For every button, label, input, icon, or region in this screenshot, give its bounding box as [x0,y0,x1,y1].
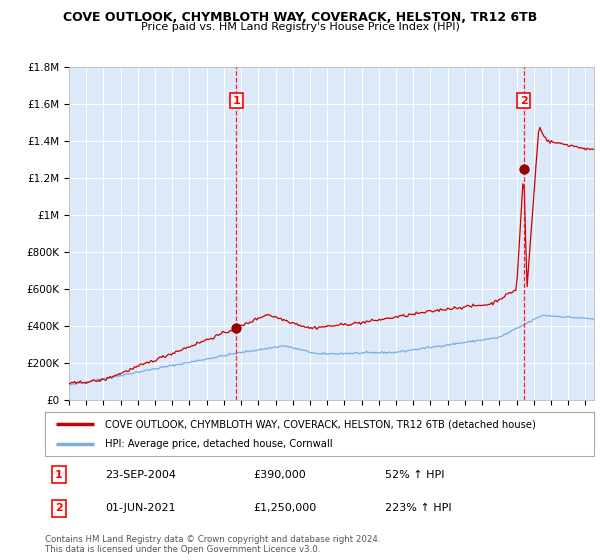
Text: 01-JUN-2021: 01-JUN-2021 [106,503,176,513]
Point [232,324,241,333]
Text: 2: 2 [55,503,62,513]
Text: 52% ↑ HPI: 52% ↑ HPI [385,470,445,479]
Text: 223% ↑ HPI: 223% ↑ HPI [385,503,452,513]
Text: £1,250,000: £1,250,000 [254,503,317,513]
Text: Price paid vs. HM Land Registry's House Price Index (HPI): Price paid vs. HM Land Registry's House … [140,22,460,32]
Text: COVE OUTLOOK, CHYMBLOTH WAY, COVERACK, HELSTON, TR12 6TB: COVE OUTLOOK, CHYMBLOTH WAY, COVERACK, H… [63,11,537,24]
Point [519,165,529,174]
Text: Contains HM Land Registry data © Crown copyright and database right 2024.
This d: Contains HM Land Registry data © Crown c… [45,535,380,554]
Text: 2: 2 [520,96,527,105]
Text: £390,000: £390,000 [254,470,307,479]
Text: 1: 1 [55,470,62,479]
Text: COVE OUTLOOK, CHYMBLOTH WAY, COVERACK, HELSTON, TR12 6TB (detached house): COVE OUTLOOK, CHYMBLOTH WAY, COVERACK, H… [106,419,536,429]
Text: 1: 1 [233,96,241,105]
Text: HPI: Average price, detached house, Cornwall: HPI: Average price, detached house, Corn… [106,439,333,449]
Text: 23-SEP-2004: 23-SEP-2004 [106,470,176,479]
